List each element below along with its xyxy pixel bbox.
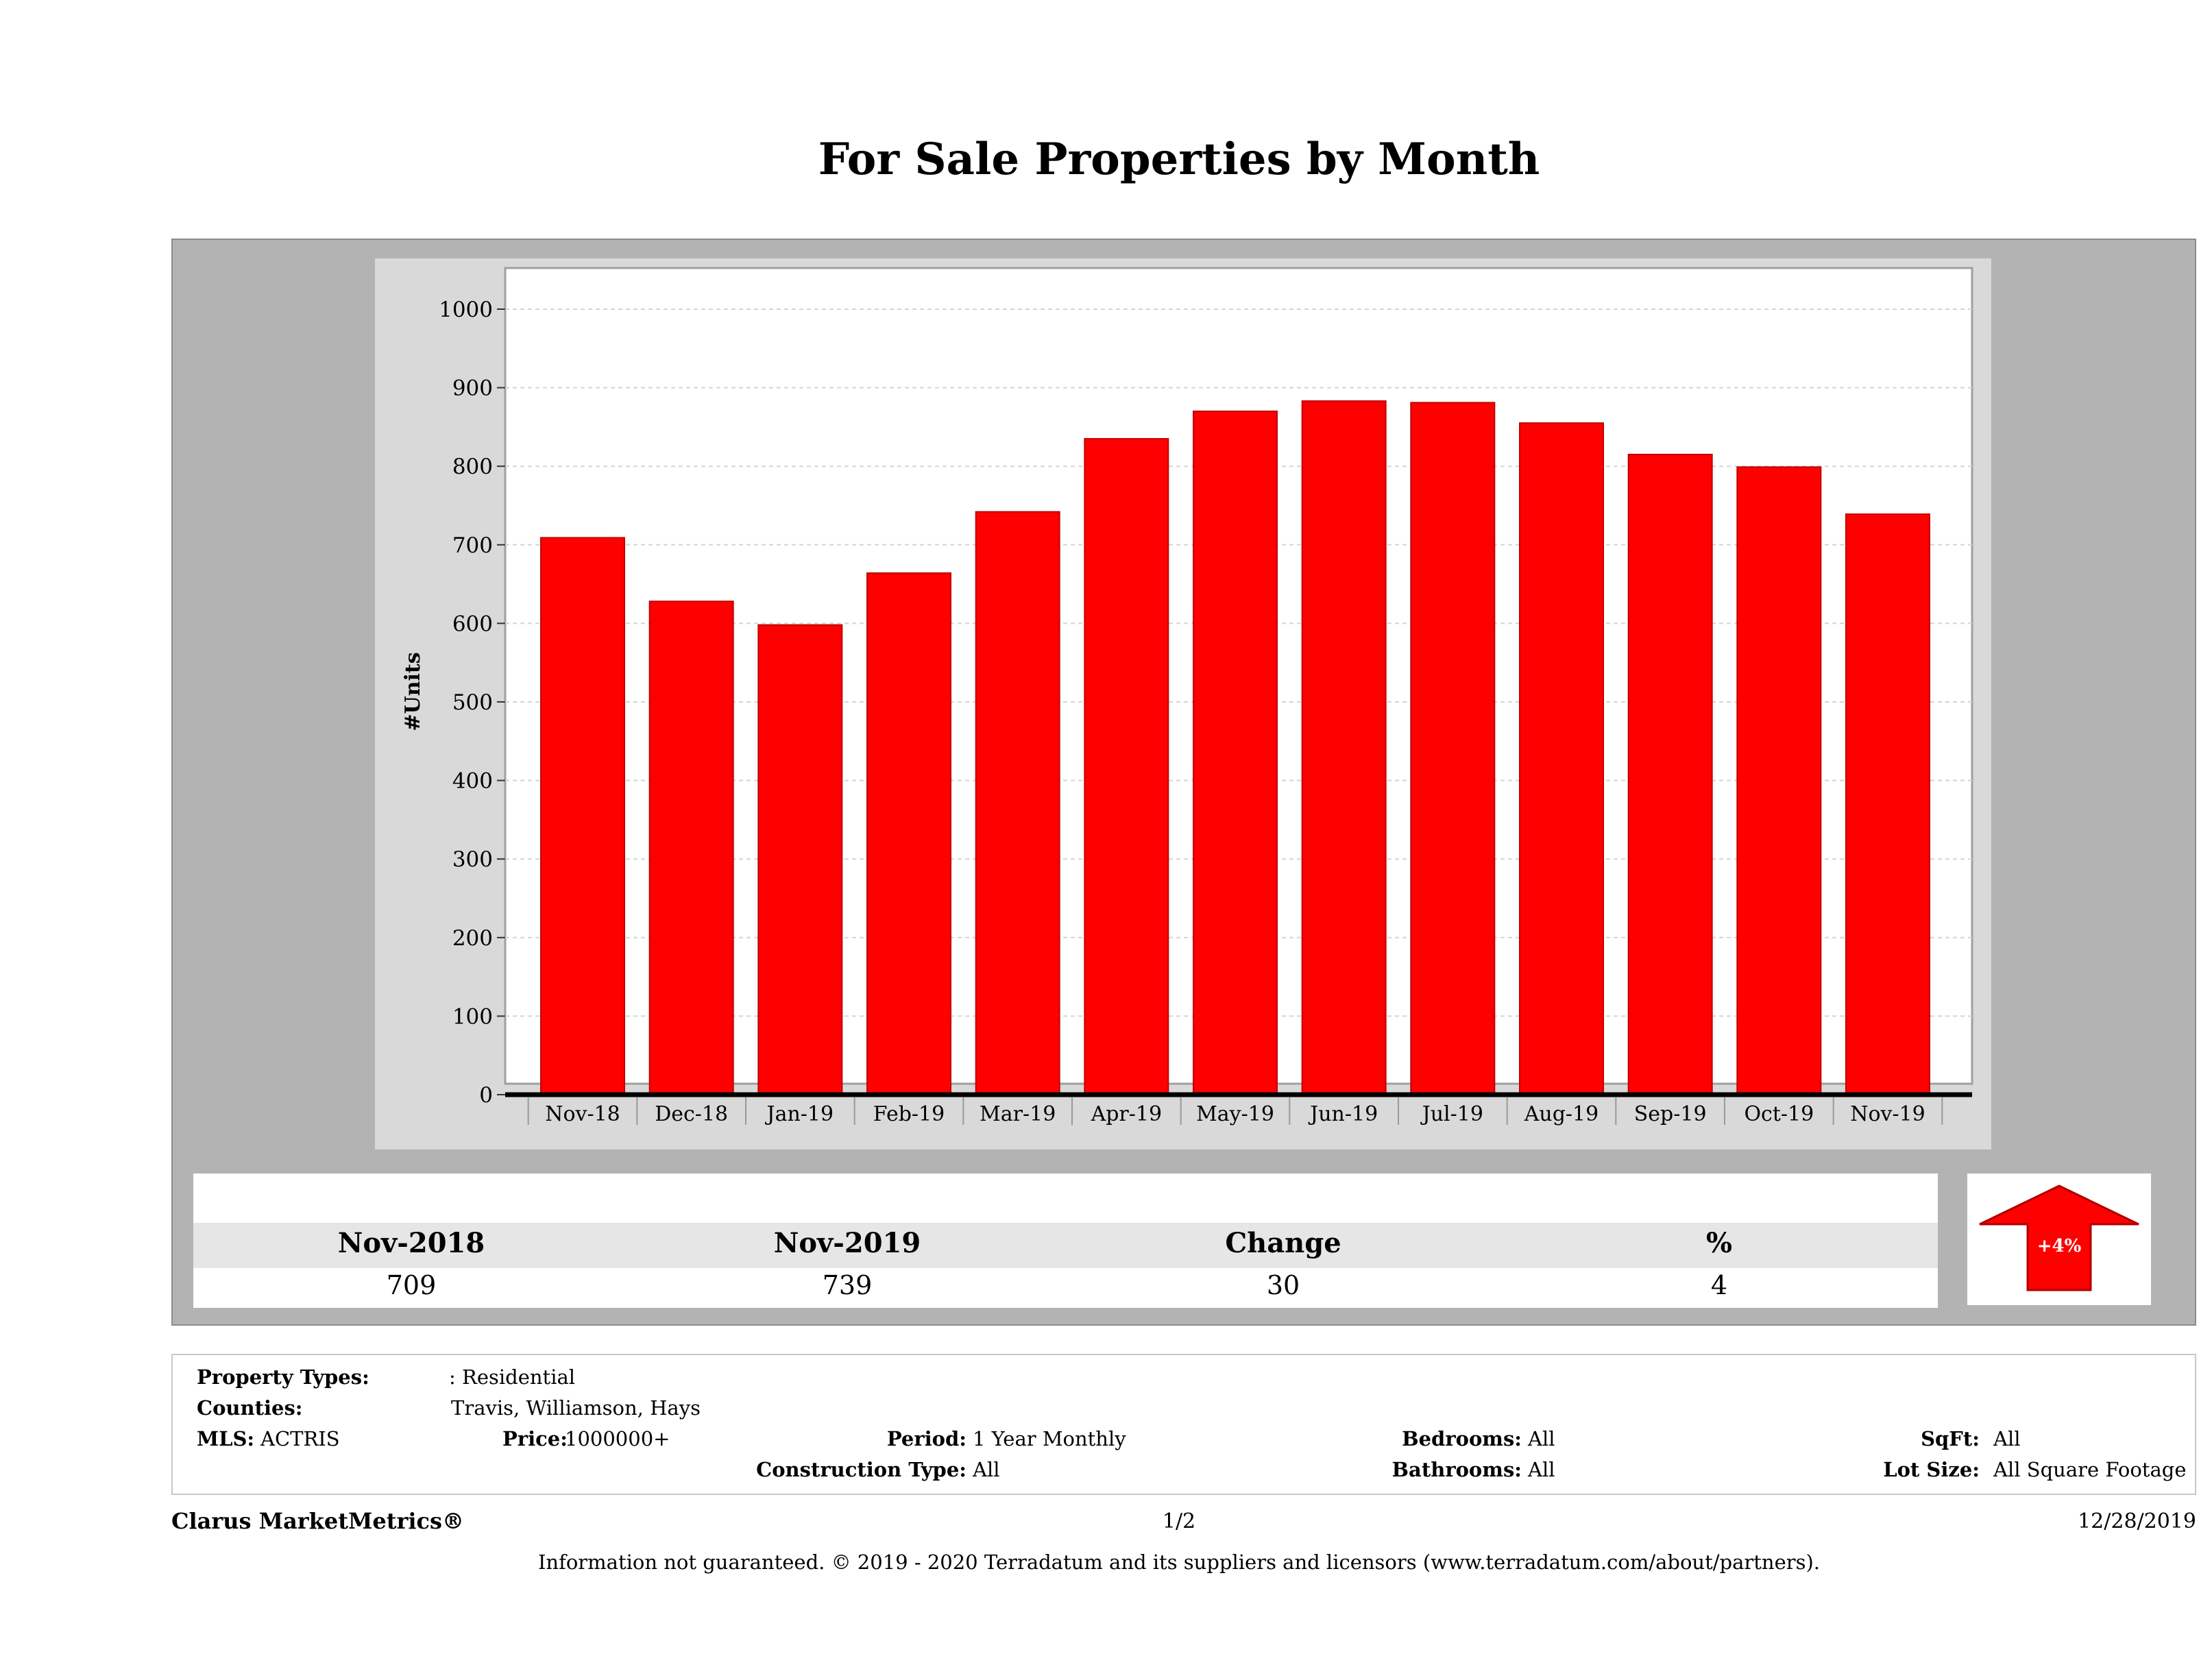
bar bbox=[757, 624, 843, 1095]
lot-size-label: Lot Size: bbox=[1883, 1458, 1980, 1481]
mls-label: MLS: bbox=[197, 1427, 255, 1450]
x-tick-label: Oct-19 bbox=[1744, 1102, 1814, 1126]
x-tick-label: Jun-19 bbox=[1308, 1102, 1378, 1126]
y-tick-label: 100 bbox=[452, 1004, 493, 1029]
bedrooms-label: Bedrooms: bbox=[1402, 1427, 1522, 1450]
y-axis-ticks: 0 100 200 300 400 500 600 700 800 900 1000 bbox=[439, 297, 505, 1108]
lot-size-value: All Square Footage bbox=[1993, 1458, 2187, 1481]
footer-brand: Clarus MarketMetrics® bbox=[171, 1508, 465, 1534]
up-arrow-icon: +4% bbox=[1979, 1184, 2139, 1291]
y-tick-label: 400 bbox=[452, 769, 493, 794]
y-tick-label: 800 bbox=[452, 454, 493, 479]
y-tick-label: 1000 bbox=[439, 297, 493, 322]
bar bbox=[1627, 454, 1713, 1095]
trend-arrow-box: +4% bbox=[1967, 1174, 2151, 1305]
x-tick-label: Dec-18 bbox=[655, 1102, 728, 1126]
bar bbox=[1410, 402, 1496, 1095]
stats-top-band bbox=[193, 1174, 1938, 1223]
stat-label-end: Nov-2019 bbox=[773, 1227, 921, 1259]
stat-label-percent: % bbox=[1705, 1227, 1732, 1259]
y-tick-label: 700 bbox=[452, 533, 493, 558]
y-tick-label: 600 bbox=[452, 611, 493, 636]
stat-value-start: 709 bbox=[386, 1270, 437, 1300]
bathrooms-value: All bbox=[1528, 1458, 1555, 1481]
period-value: 1 Year Monthly bbox=[973, 1427, 1126, 1450]
counties-label: Counties: bbox=[197, 1396, 303, 1420]
sqft-value: All bbox=[1993, 1427, 2021, 1450]
stat-label-change: Change bbox=[1225, 1227, 1341, 1259]
stat-label-start: Nov-2018 bbox=[337, 1227, 485, 1259]
x-tick-label: Feb-19 bbox=[873, 1102, 945, 1126]
x-tick-label: Apr-19 bbox=[1091, 1102, 1163, 1126]
stats-header-band bbox=[193, 1223, 1938, 1268]
bar bbox=[1193, 410, 1278, 1096]
bathrooms-label: Bathrooms: bbox=[1391, 1458, 1522, 1481]
period-label: Period: bbox=[886, 1427, 967, 1450]
x-tick-label: Nov-18 bbox=[545, 1102, 620, 1126]
y-axis-label: #Units bbox=[401, 652, 425, 731]
x-tick-label: Jan-19 bbox=[765, 1102, 834, 1126]
filter-info-panel bbox=[171, 1354, 2196, 1495]
sqft-label: SqFt: bbox=[1921, 1427, 1980, 1450]
footer-date: 12/28/2019 bbox=[2078, 1509, 2196, 1533]
y-tick-label: 300 bbox=[452, 847, 493, 872]
stat-value-percent: 4 bbox=[1710, 1270, 1728, 1300]
bar bbox=[975, 511, 1060, 1095]
bar bbox=[1301, 400, 1387, 1096]
y-tick-label: 0 bbox=[479, 1083, 493, 1108]
bar bbox=[648, 600, 734, 1095]
construction-type-label: Construction Type: bbox=[756, 1458, 967, 1481]
mls-value: ACTRIS bbox=[260, 1427, 340, 1450]
bar bbox=[1736, 466, 1822, 1095]
price-label: Price: bbox=[502, 1427, 568, 1450]
footer-page-number: 1/2 bbox=[1162, 1509, 1196, 1533]
x-axis-ticks: Nov-18 Dec-18 Jan-19 Feb-19 Mar-19 Apr-19 May-… bbox=[527, 1097, 1943, 1126]
bar-chart: 0 100 200 300 400 500 600 700 800 900 1000 Nov-18 D… bbox=[401, 267, 1973, 1126]
bars bbox=[505, 400, 1972, 1097]
property-types-value: : Residential bbox=[449, 1365, 576, 1389]
stats-value-band bbox=[193, 1268, 1938, 1308]
bedrooms-value: All bbox=[1528, 1427, 1555, 1450]
bar bbox=[1084, 438, 1169, 1095]
construction-type-value: All bbox=[973, 1458, 1000, 1481]
y-tick-label: 500 bbox=[452, 690, 493, 715]
x-tick-label: Mar-19 bbox=[980, 1102, 1056, 1126]
counties-value: Travis, Williamson, Hays bbox=[451, 1396, 701, 1420]
bar bbox=[866, 572, 951, 1095]
footer-disclaimer: Information not guaranteed. © 2019 - 202… bbox=[537, 1551, 1821, 1574]
price-value: 1000000+ bbox=[565, 1427, 670, 1450]
x-tick-label: Aug-19 bbox=[1524, 1102, 1599, 1126]
stat-value-end: 739 bbox=[822, 1270, 873, 1300]
bar bbox=[1845, 513, 1930, 1095]
arrow-percent-label: +4% bbox=[2037, 1236, 2082, 1256]
stat-value-change: 30 bbox=[1266, 1270, 1300, 1300]
x-tick-label: Sep-19 bbox=[1634, 1102, 1707, 1126]
bar bbox=[540, 537, 625, 1095]
y-tick-label: 200 bbox=[452, 926, 493, 951]
y-tick-label: 900 bbox=[452, 376, 493, 401]
bar bbox=[1519, 422, 1604, 1096]
property-types-label: Property Types: bbox=[197, 1365, 369, 1389]
x-tick-label: May-19 bbox=[1196, 1102, 1274, 1126]
x-tick-label: Jul-19 bbox=[1420, 1102, 1483, 1126]
chart-title: For Sale Properties by Month bbox=[818, 134, 1540, 185]
x-tick-label: Nov-19 bbox=[1850, 1102, 1925, 1126]
